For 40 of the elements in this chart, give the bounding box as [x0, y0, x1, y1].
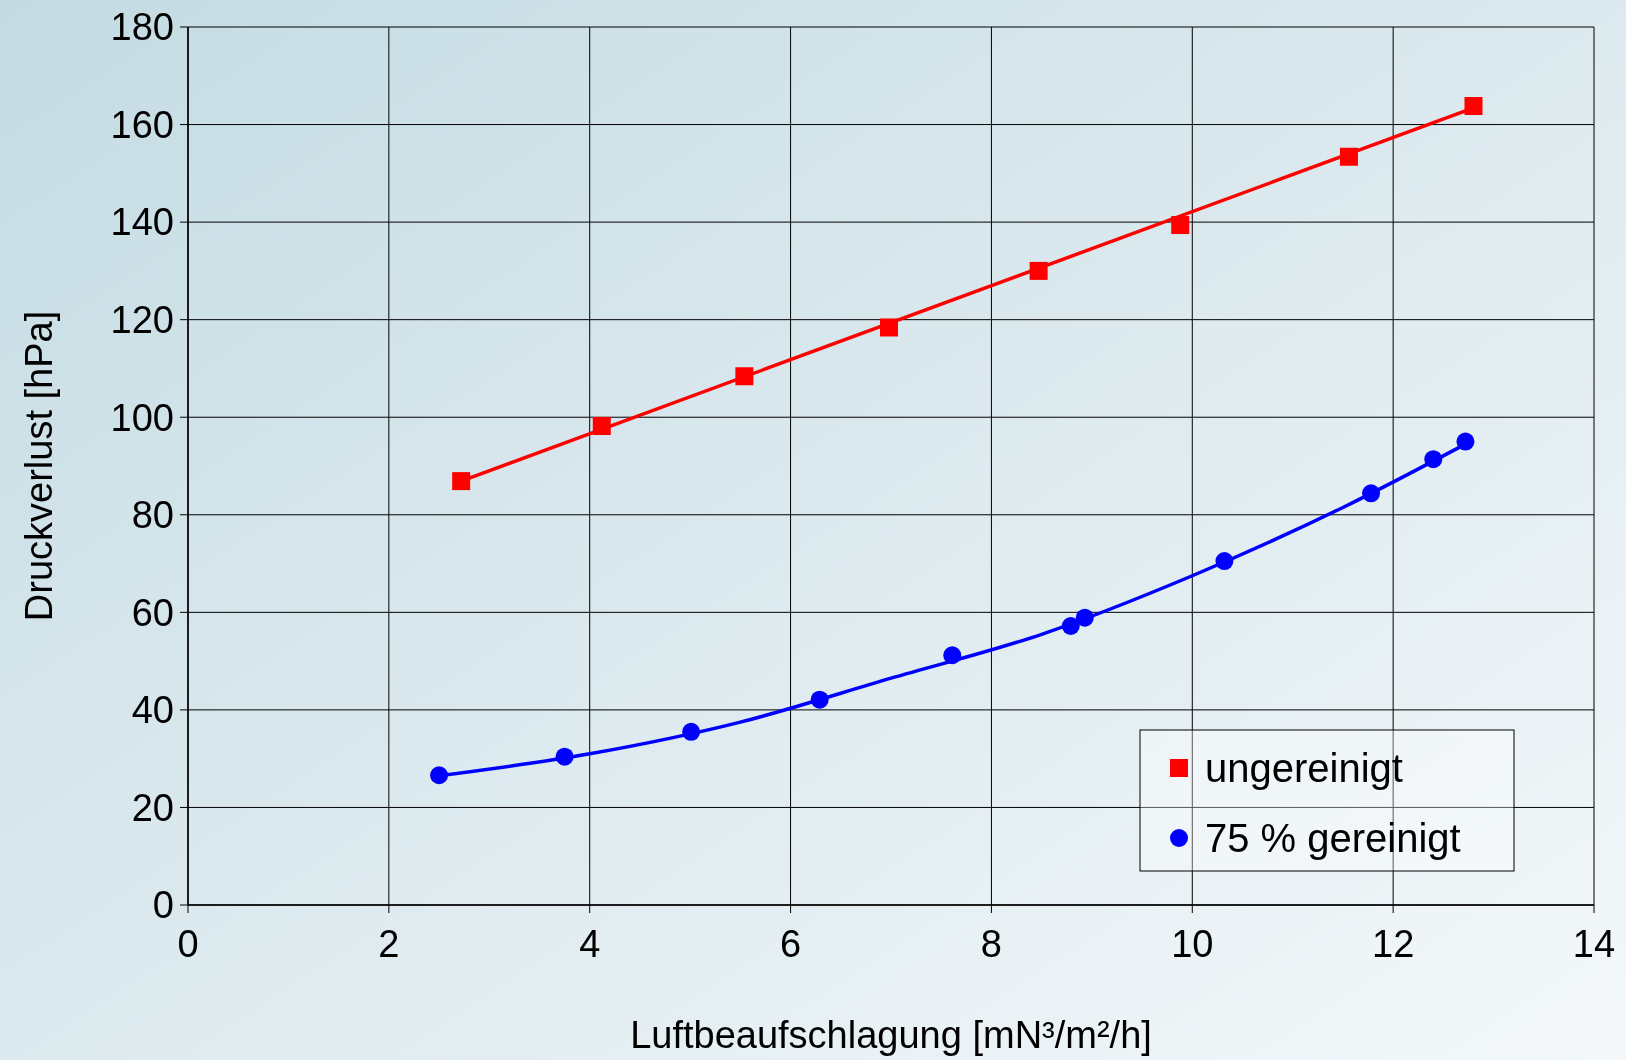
x-tick-label: 12	[1372, 923, 1415, 965]
point	[1171, 216, 1190, 235]
x-tick-label: 4	[579, 923, 601, 965]
point	[1215, 552, 1234, 571]
point	[879, 318, 898, 337]
point	[810, 690, 829, 709]
x-tick-label: 10	[1171, 923, 1214, 965]
x-tick-label: 14	[1572, 923, 1616, 965]
y-tick-label: 60	[131, 591, 174, 634]
point	[1456, 432, 1475, 451]
x-axis-title: Luftbeaufschlagung [mN³/m²/h]	[630, 1014, 1152, 1056]
point	[943, 646, 962, 665]
point	[592, 417, 611, 435]
point	[452, 472, 471, 491]
legend-label: ungereinigt	[1205, 746, 1403, 790]
y-tick-label: 40	[131, 689, 174, 732]
point	[735, 367, 754, 386]
y-tick-label: 0	[152, 884, 174, 927]
point	[555, 747, 574, 766]
point	[1029, 261, 1048, 280]
y-tick-label: 120	[110, 298, 174, 341]
point	[1424, 450, 1443, 469]
point	[1339, 147, 1358, 166]
x-tick-label: 8	[980, 923, 1002, 965]
point	[1362, 484, 1381, 503]
point	[682, 722, 701, 741]
point	[1464, 97, 1483, 116]
y-tick-label: 140	[110, 201, 174, 244]
x-tick-label: 6	[780, 923, 802, 965]
y-axis-title: Druckverlust [hPa]	[18, 310, 60, 622]
y-tick-label: 160	[110, 103, 174, 146]
legend-label: 75 % gereinigt	[1205, 816, 1461, 860]
point	[1075, 608, 1094, 627]
y-tick-label: 20	[131, 786, 174, 829]
x-tick-label: 2	[378, 923, 400, 965]
point	[1061, 616, 1080, 635]
y-tick-label: 100	[110, 396, 174, 439]
y-tick-label: 80	[131, 494, 174, 537]
y-tick-label: 180	[110, 6, 174, 49]
point	[430, 766, 449, 785]
